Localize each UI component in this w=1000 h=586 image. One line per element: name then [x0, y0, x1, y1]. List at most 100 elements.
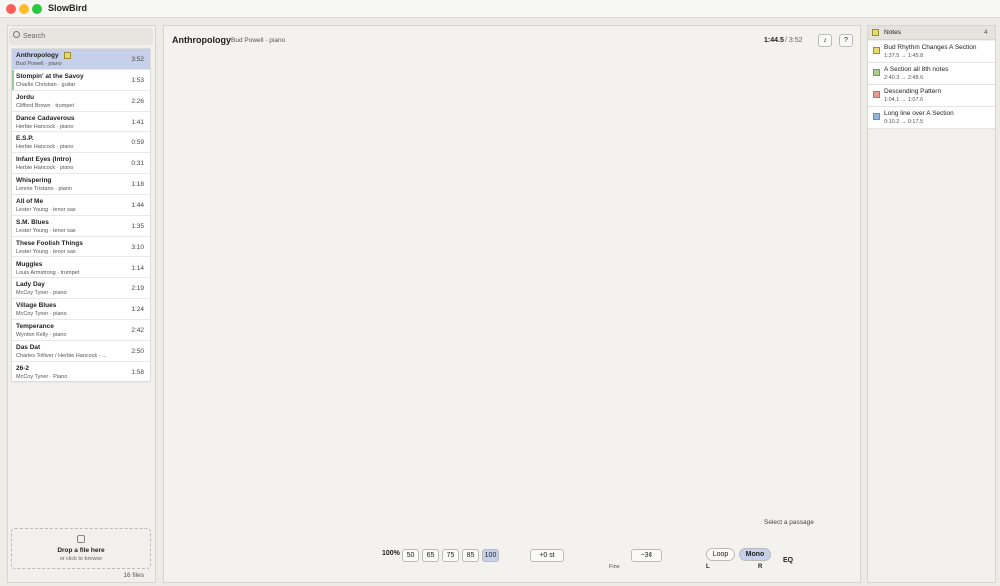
track-title: All of Me	[16, 197, 44, 205]
position: 1:44.5	[764, 37, 784, 44]
track-artist: McCoy Tyner · piano	[16, 311, 67, 318]
note-color	[873, 69, 880, 76]
window-button[interactable]	[6, 4, 16, 14]
balance-label: L	[706, 564, 710, 570]
track-artist-heading: Bud Powell · piano	[231, 37, 286, 44]
note-color	[873, 113, 880, 120]
track-artist: Bud Powell · piano	[16, 61, 62, 67]
track-title: Dance Cadaverous	[16, 114, 75, 122]
track-row[interactable]: Whispering Lennie Tristano · piano 1:18	[12, 174, 150, 195]
eq-label: EQ	[783, 557, 794, 564]
track-duration: 1:35	[131, 222, 144, 230]
balance-label: R	[758, 564, 763, 570]
active-indicator	[12, 69, 14, 90]
track-duration: 1:44	[131, 201, 144, 209]
speed-preset[interactable]: 85	[462, 549, 479, 562]
note-title: Long line over A Section	[884, 110, 954, 117]
track-duration: 1:24	[131, 306, 144, 314]
loop-button[interactable]: Loop	[706, 548, 735, 561]
track-row[interactable]: Jordu Clifford Brown · trumpet 2:26	[12, 91, 150, 112]
note-row[interactable]: Bud Rhythm Changes A Section 1:37.5 → 1:4…	[868, 41, 995, 63]
file-count: 16 files	[123, 572, 144, 579]
track-row[interactable]: Infant Eyes (Intro) Herbie Hancock · pian…	[12, 153, 150, 175]
note-row[interactable]: Descending Pattern 1:04.1 → 1:07.6	[868, 85, 995, 107]
track-row[interactable]: Anthropology Bud Powell · piano 3:52	[12, 49, 150, 70]
track-artist: Lennie Tristano · piano	[16, 186, 72, 193]
track-row[interactable]: Stompin' at the Savoy Charlie Christian ·…	[12, 69, 150, 91]
track-duration: 1:58	[131, 368, 144, 376]
track-row[interactable]: Temperance Wynton Kelly · piano 2:42	[12, 320, 150, 341]
drop-title: Drop a file here	[57, 547, 105, 554]
track-row[interactable]: S.M. Blues Lester Young · tenor sax 1:35	[12, 216, 150, 237]
transpose[interactable]: +0 st	[530, 549, 564, 562]
track-artist: Wynton Kelly · piano	[16, 332, 67, 339]
track-duration: 2:26	[131, 97, 144, 105]
track-title: Village Blues	[16, 302, 57, 310]
track-row[interactable]: Lady Day McCoy Tyner · piano 2:19	[12, 278, 150, 300]
track-title: These Foolish Things	[16, 239, 83, 247]
note-title: Descending Pattern	[884, 88, 942, 95]
main-panel	[163, 25, 861, 583]
speed-current: 100%	[382, 550, 400, 557]
window-button[interactable]	[32, 4, 42, 14]
track-title: E.S.P.	[16, 135, 34, 143]
fine-label: Fine	[609, 564, 620, 570]
track-duration: 0:59	[131, 139, 144, 147]
track-artist: Lester Young · tenor sax	[16, 248, 76, 255]
hint: Select a passage	[764, 519, 814, 526]
mono-button[interactable]: Mono	[739, 548, 771, 561]
track-row[interactable]: E.S.P. Herbie Hancock · piano 0:59	[12, 132, 150, 154]
note-row[interactable]: A Section all 8th notes 2:40.3 → 2:48.6	[868, 63, 995, 85]
track-artist: Louis Armstrong · trumpet	[16, 269, 80, 276]
fine-tune[interactable]: −3¢	[631, 549, 662, 562]
note-title: Bud Rhythm Changes A Section	[884, 44, 977, 51]
track-row[interactable]: Muggles Louis Armstrong · trumpet 1:14	[12, 258, 150, 279]
track-duration: 2:19	[131, 285, 144, 293]
track-row[interactable]: All of Me Lester Young · tenor sax 1:44	[12, 195, 150, 216]
note-row[interactable]: Long line over A Section 0:10.2 → 0:17.5	[868, 107, 995, 129]
speed-preset[interactable]: 50	[402, 549, 419, 562]
track-row[interactable]: Dance Cadaverous Herbie Hancock · piano 1:…	[12, 112, 150, 133]
track-duration: 1:53	[131, 76, 144, 84]
track-duration: 2:42	[131, 327, 144, 335]
track-row[interactable]: 26-2 McCoy Tyner · Piano 1:58	[12, 362, 150, 383]
track-duration: 3:10	[131, 243, 144, 251]
notes-title: Notes	[884, 29, 901, 36]
track-title: Temperance	[16, 323, 54, 331]
track-title: S.M. Blues	[16, 218, 49, 226]
notes-count: 4	[984, 29, 988, 36]
track-duration: 0:31	[131, 160, 144, 168]
track-artist: Charlie Christian · guitar	[16, 81, 76, 88]
track-row[interactable]: Village Blues McCoy Tyner · piano 1:24	[12, 299, 150, 321]
notes-header	[868, 26, 995, 40]
track-row[interactable]: Das Dat Charles Tolliver / Herbie Hancock…	[12, 341, 150, 362]
track-artist: McCoy Tyner · piano	[16, 290, 67, 297]
track-title: Infant Eyes (Intro)	[16, 156, 72, 164]
track-duration: 1:41	[131, 118, 144, 126]
search-icon	[13, 31, 20, 38]
note-range: 0:10.2 → 0:17.5	[884, 119, 924, 125]
title-bar	[0, 0, 1000, 18]
search-field[interactable]: Search	[9, 28, 153, 45]
track-artist: Herbie Hancock · piano	[16, 165, 74, 172]
track-title: 26-2	[16, 364, 30, 372]
speed-preset[interactable]: 100	[482, 549, 499, 562]
upload-icon	[77, 535, 85, 543]
track-row[interactable]: These Foolish Things Lester Young · tenor…	[12, 237, 150, 258]
track-title: Whispering	[16, 177, 52, 185]
header-button[interactable]: ♪	[818, 34, 832, 47]
app-title: SlowBird	[48, 3, 88, 13]
header-button[interactable]: ?	[839, 34, 853, 47]
note-range: 2:40.3 → 2:48.6	[884, 75, 924, 81]
track-duration: 2:50	[131, 347, 144, 355]
note-title: A Section all 8th notes	[884, 66, 949, 73]
window-button[interactable]	[19, 4, 29, 14]
track-title: Muggles	[16, 260, 43, 268]
speed-preset[interactable]: 65	[422, 549, 439, 562]
track-duration: 1:18	[131, 181, 144, 189]
track-duration: 3:52	[131, 56, 144, 63]
drop-zone[interactable]: Drop a file here or click to browse	[11, 528, 151, 569]
drop-subtitle: or click to browse	[59, 556, 103, 562]
speed-preset[interactable]: 75	[442, 549, 459, 562]
